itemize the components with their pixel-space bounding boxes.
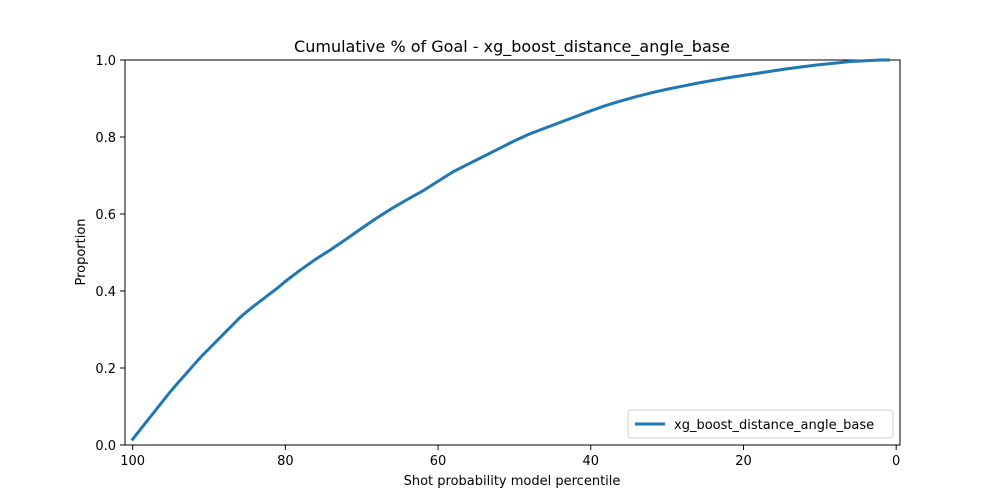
y-tick-label: 0.4 <box>95 285 116 300</box>
y-tick-label: 0.2 <box>95 362 116 377</box>
x-tick-label: 40 <box>582 454 599 469</box>
series-line <box>130 58 891 442</box>
x-axis-ticks: 100 80 60 40 20 0 <box>120 445 900 469</box>
series-layer <box>130 58 891 442</box>
x-tick-label: 80 <box>277 454 294 469</box>
x-tick-label: 20 <box>735 454 752 469</box>
y-tick-label: 0.8 <box>95 131 116 146</box>
legend-label: xg_boost_distance_angle_base <box>674 418 874 433</box>
x-axis-label: Shot probability model percentile <box>404 474 621 489</box>
y-tick-label: 0.6 <box>95 208 116 223</box>
legend: xg_boost_distance_angle_base <box>627 409 894 439</box>
plot-area <box>124 59 901 446</box>
y-axis-ticks: 0.0 0.2 0.4 0.6 0.8 1.0 <box>95 54 125 454</box>
y-tick-label: 1.0 <box>95 54 116 69</box>
x-tick-label: 100 <box>120 454 145 469</box>
y-tick-label: 0.0 <box>95 439 116 454</box>
y-axis-label: Proportion <box>74 218 89 285</box>
x-tick-label: 60 <box>430 454 447 469</box>
legend-box <box>627 409 894 439</box>
x-tick-label: 0 <box>892 454 900 469</box>
chart-title: Cumulative % of Goal - xg_boost_distance… <box>294 37 730 57</box>
